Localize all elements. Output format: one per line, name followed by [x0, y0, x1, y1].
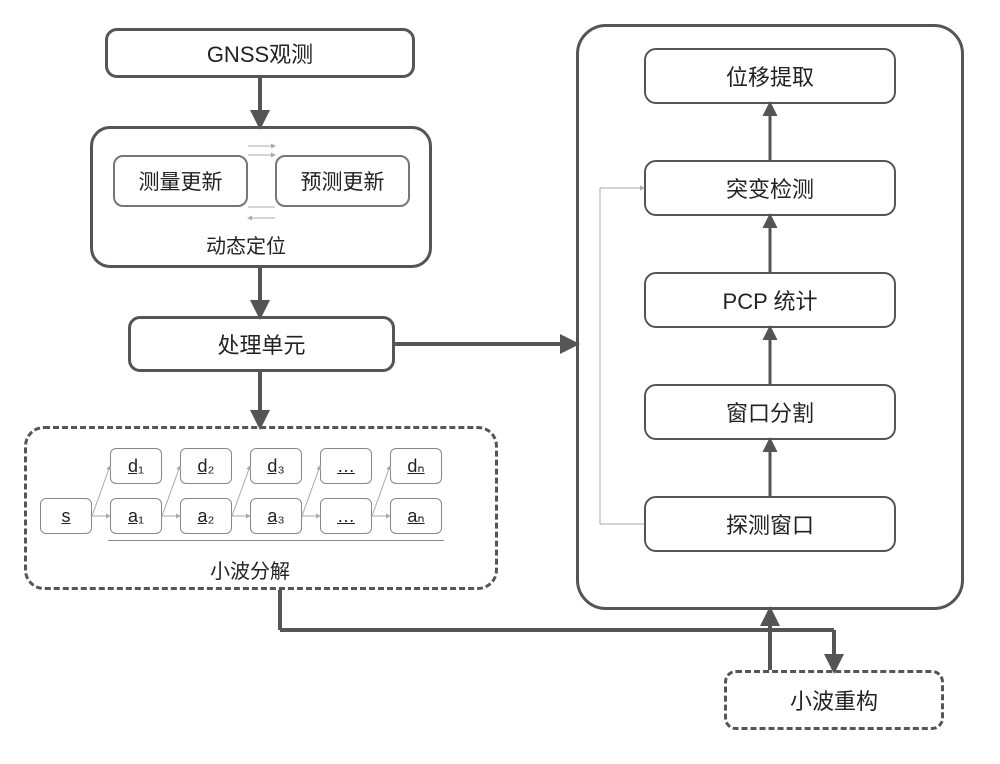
- dynamic-positioning-label: 动态定位: [206, 230, 286, 259]
- wavelet-decomposition-label: 小波分解: [210, 555, 290, 584]
- node-label: 探测窗口: [726, 508, 814, 540]
- node-label: 窗口分割: [726, 396, 814, 428]
- node-label: 小波重构: [790, 684, 878, 716]
- wavelet-d1-node: d₁: [110, 448, 162, 484]
- wavelet-an-node: aₙ: [390, 498, 442, 534]
- wavelet-a3-node: a₃: [250, 498, 302, 534]
- wavelet-underline: [108, 540, 444, 541]
- node-label: d₁: [128, 456, 144, 477]
- prediction-update-node: 预测更新: [275, 155, 410, 207]
- node-label: …: [337, 506, 355, 527]
- wavelet-a-ellipsis-node: …: [320, 498, 372, 534]
- node-label: 处理单元: [217, 328, 305, 360]
- wavelet-d-ellipsis-node: …: [320, 448, 372, 484]
- node-label: a₂: [198, 506, 215, 527]
- detection-window-node: 探测窗口: [644, 496, 896, 552]
- node-label: a₃: [267, 506, 284, 527]
- node-label: s: [62, 506, 71, 527]
- wavelet-dn-node: dₙ: [390, 448, 442, 484]
- wavelet-reconstruction-node: 小波重构: [724, 670, 944, 730]
- node-label: 预测更新: [301, 166, 385, 196]
- pcp-statistics-node: PCP 统计: [644, 272, 896, 328]
- node-label: 突变检测: [726, 172, 814, 204]
- wavelet-a2-node: a₂: [180, 498, 232, 534]
- measurement-update-node: 测量更新: [113, 155, 248, 207]
- wavelet-d3-node: d₃: [250, 448, 302, 484]
- wavelet-s-node: s: [40, 498, 92, 534]
- window-split-node: 窗口分割: [644, 384, 896, 440]
- mutation-detection-node: 突变检测: [644, 160, 896, 216]
- wavelet-d2-node: d₂: [180, 448, 232, 484]
- node-label: aₙ: [407, 506, 424, 527]
- node-label: 测量更新: [139, 166, 223, 196]
- processing-unit-node: 处理单元: [128, 316, 395, 372]
- node-label: dₙ: [407, 456, 424, 477]
- node-label: …: [337, 456, 355, 477]
- node-label: PCP 统计: [723, 284, 818, 316]
- node-label: a₁: [128, 506, 144, 527]
- displacement-extraction-node: 位移提取: [644, 48, 896, 104]
- gnss-observation-node: GNSS观测: [105, 28, 415, 78]
- wavelet-a1-node: a₁: [110, 498, 162, 534]
- node-label: d₃: [267, 456, 284, 477]
- node-label: d₂: [198, 456, 215, 477]
- node-label: 位移提取: [726, 60, 814, 92]
- node-label: GNSS观测: [207, 37, 313, 69]
